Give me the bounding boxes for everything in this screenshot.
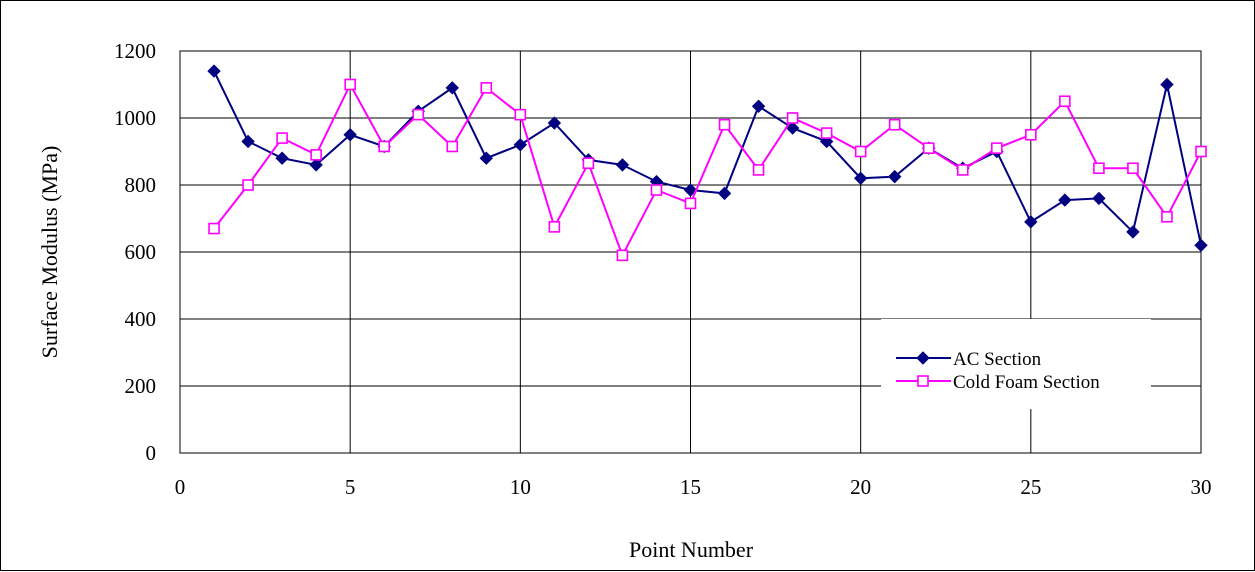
data-point-ac-section — [1092, 191, 1106, 206]
data-point-cold-foam-section — [854, 145, 867, 158]
data-point-cold-foam-section — [1195, 145, 1207, 158]
x-tick-label: 30 — [1191, 475, 1212, 499]
data-point-cold-foam-section — [548, 221, 561, 233]
data-point-cold-foam-section — [888, 118, 901, 131]
series-layer — [207, 64, 1208, 262]
x-tick-label: 5 — [345, 475, 356, 499]
data-point-ac-section — [513, 138, 528, 152]
legend-entry-ac-section: AC Section — [896, 349, 1042, 370]
y-tick-label: 1200 — [114, 39, 156, 63]
data-point-ac-section — [207, 64, 221, 78]
data-point-cold-foam-section — [650, 184, 663, 196]
data-point-ac-section — [751, 99, 766, 113]
data-point-cold-foam-section — [480, 82, 493, 94]
data-point-cold-foam-section — [1093, 162, 1105, 175]
data-point-ac-section — [343, 128, 357, 142]
data-point-cold-foam-section — [820, 127, 833, 139]
data-point-cold-foam-section — [718, 118, 731, 131]
y-axis-title: Surface Modulus (MPa) — [37, 146, 62, 359]
data-point-cold-foam-section — [276, 132, 288, 144]
y-tick-label: 600 — [125, 240, 157, 264]
data-point-cold-foam-section — [1025, 128, 1037, 141]
legend-label-ac-section: AC Section — [953, 349, 1042, 370]
x-axis-title: Point Number — [629, 537, 754, 562]
y-tick-labels: 0 200 400 600 800 1000 1200 — [114, 39, 156, 465]
data-point-cold-foam-section — [786, 112, 799, 124]
series-line-ac-section — [213, 70, 1202, 246]
legend-marker-ac-section — [916, 351, 930, 365]
x-tick-label: 20 — [850, 475, 871, 499]
x-tick-labels: 0 5 10 15 20 25 30 — [175, 475, 1212, 499]
data-point-ac-section — [1126, 225, 1140, 239]
data-point-ac-section — [887, 169, 902, 184]
data-point-ac-section — [547, 116, 562, 130]
data-point-cold-foam-section — [208, 222, 220, 235]
data-point-ac-section — [1024, 215, 1038, 229]
legend-label-cold-foam-section: Cold Foam Section — [953, 372, 1100, 393]
data-point-ac-section — [853, 171, 868, 186]
data-point-cold-foam-section — [752, 164, 765, 176]
y-tick-label: 0 — [146, 441, 157, 465]
data-point-ac-section — [717, 186, 732, 201]
data-point-cold-foam-section — [616, 249, 629, 262]
data-point-cold-foam-section — [684, 197, 697, 210]
data-point-ac-section — [1058, 193, 1072, 207]
legend: AC Section Cold Foam Section — [881, 319, 1151, 409]
data-point-ac-section — [683, 183, 698, 197]
data-point-ac-section — [1194, 238, 1208, 253]
data-point-cold-foam-section — [310, 149, 322, 161]
y-tick-label: 1000 — [114, 106, 156, 130]
data-point-ac-section — [445, 81, 459, 95]
data-point-ac-section — [785, 121, 800, 135]
x-tick-label: 25 — [1020, 475, 1041, 499]
series-line-cold-foam-section — [213, 82, 1202, 258]
data-point-cold-foam-section — [344, 78, 356, 91]
x-tick-label: 10 — [510, 475, 531, 499]
legend-entry-cold-foam-section: Cold Foam Section — [896, 372, 1100, 393]
data-point-cold-foam-section — [922, 142, 935, 154]
data-point-cold-foam-section — [990, 142, 1003, 154]
data-point-cold-foam-section — [412, 108, 425, 121]
data-point-ac-section — [275, 151, 289, 165]
legend-marker-cold-foam-section — [917, 375, 929, 387]
data-point-cold-foam-section — [1161, 211, 1173, 223]
data-point-ac-section — [309, 158, 323, 172]
data-point-cold-foam-section — [582, 157, 595, 170]
series-cold-foam-section — [208, 78, 1207, 262]
data-point-cold-foam-section — [514, 108, 527, 121]
data-point-ac-section — [615, 158, 630, 172]
y-tick-label: 400 — [125, 307, 157, 331]
y-tick-label: 800 — [125, 173, 157, 197]
series-ac-section — [207, 64, 1208, 253]
y-tick-label: 200 — [125, 374, 157, 398]
data-point-cold-foam-section — [378, 140, 391, 153]
data-point-ac-section — [479, 151, 494, 165]
data-point-cold-foam-section — [242, 179, 254, 191]
legend-box — [881, 319, 1151, 409]
data-point-cold-foam-section — [446, 140, 459, 153]
data-point-cold-foam-section — [1127, 162, 1139, 175]
x-tick-label: 0 — [175, 475, 186, 499]
data-point-ac-section — [1160, 77, 1174, 92]
data-point-cold-foam-section — [956, 164, 969, 176]
data-point-ac-section — [241, 134, 255, 149]
data-point-cold-foam-section — [1059, 95, 1071, 108]
x-tick-label: 15 — [680, 475, 701, 499]
